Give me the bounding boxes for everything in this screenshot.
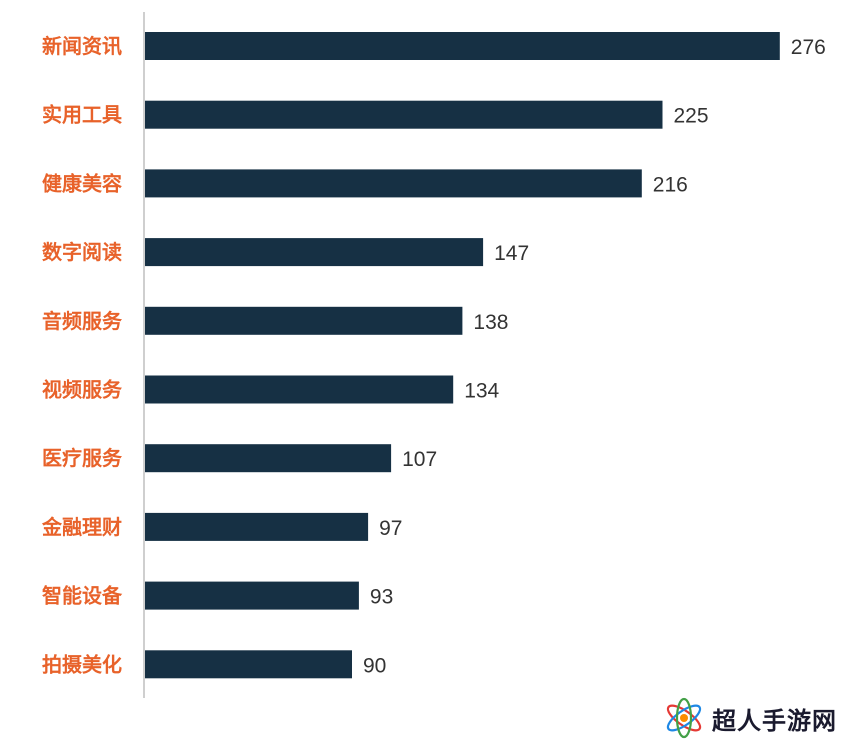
category-label: 健康美容 [42, 171, 122, 195]
category-label: 视频服务 [42, 378, 123, 402]
value-label: 147 [494, 242, 529, 265]
value-labels-group: 276 225 216 147 138 134 107 97 93 90 [363, 36, 826, 677]
category-label: 新闻资讯 [42, 34, 122, 58]
bar-0 [145, 32, 780, 60]
category-label: 拍摄美化 [42, 652, 122, 676]
value-label: 216 [653, 173, 688, 196]
category-label: 音频服务 [42, 309, 123, 333]
watermark: 超人手游网 [662, 694, 837, 742]
bar-2 [145, 169, 642, 198]
category-label: 金融理财 [41, 515, 122, 539]
value-label: 90 [363, 654, 386, 677]
category-label: 实用工具 [42, 103, 122, 127]
watermark-text: 超人手游网 [712, 706, 837, 735]
bar-5 [145, 375, 454, 404]
value-label: 97 [379, 517, 402, 540]
bars-group [145, 32, 780, 679]
value-label: 107 [402, 448, 437, 471]
category-label: 智能设备 [42, 584, 123, 608]
value-label: 93 [370, 586, 393, 609]
bar-6 [145, 444, 392, 473]
category-label: 医疗服务 [42, 446, 123, 470]
bar-3 [145, 238, 484, 267]
bar-7 [145, 512, 369, 541]
atom-logo-icon [666, 697, 702, 739]
value-label: 276 [791, 36, 826, 59]
bar-1 [145, 100, 663, 129]
bar-9 [145, 650, 352, 679]
value-label: 134 [464, 380, 499, 403]
value-label: 138 [473, 311, 508, 334]
bar-8 [145, 581, 359, 610]
value-label: 225 [674, 105, 709, 128]
category-label: 数字阅读 [42, 240, 122, 264]
bar-4 [145, 306, 463, 335]
